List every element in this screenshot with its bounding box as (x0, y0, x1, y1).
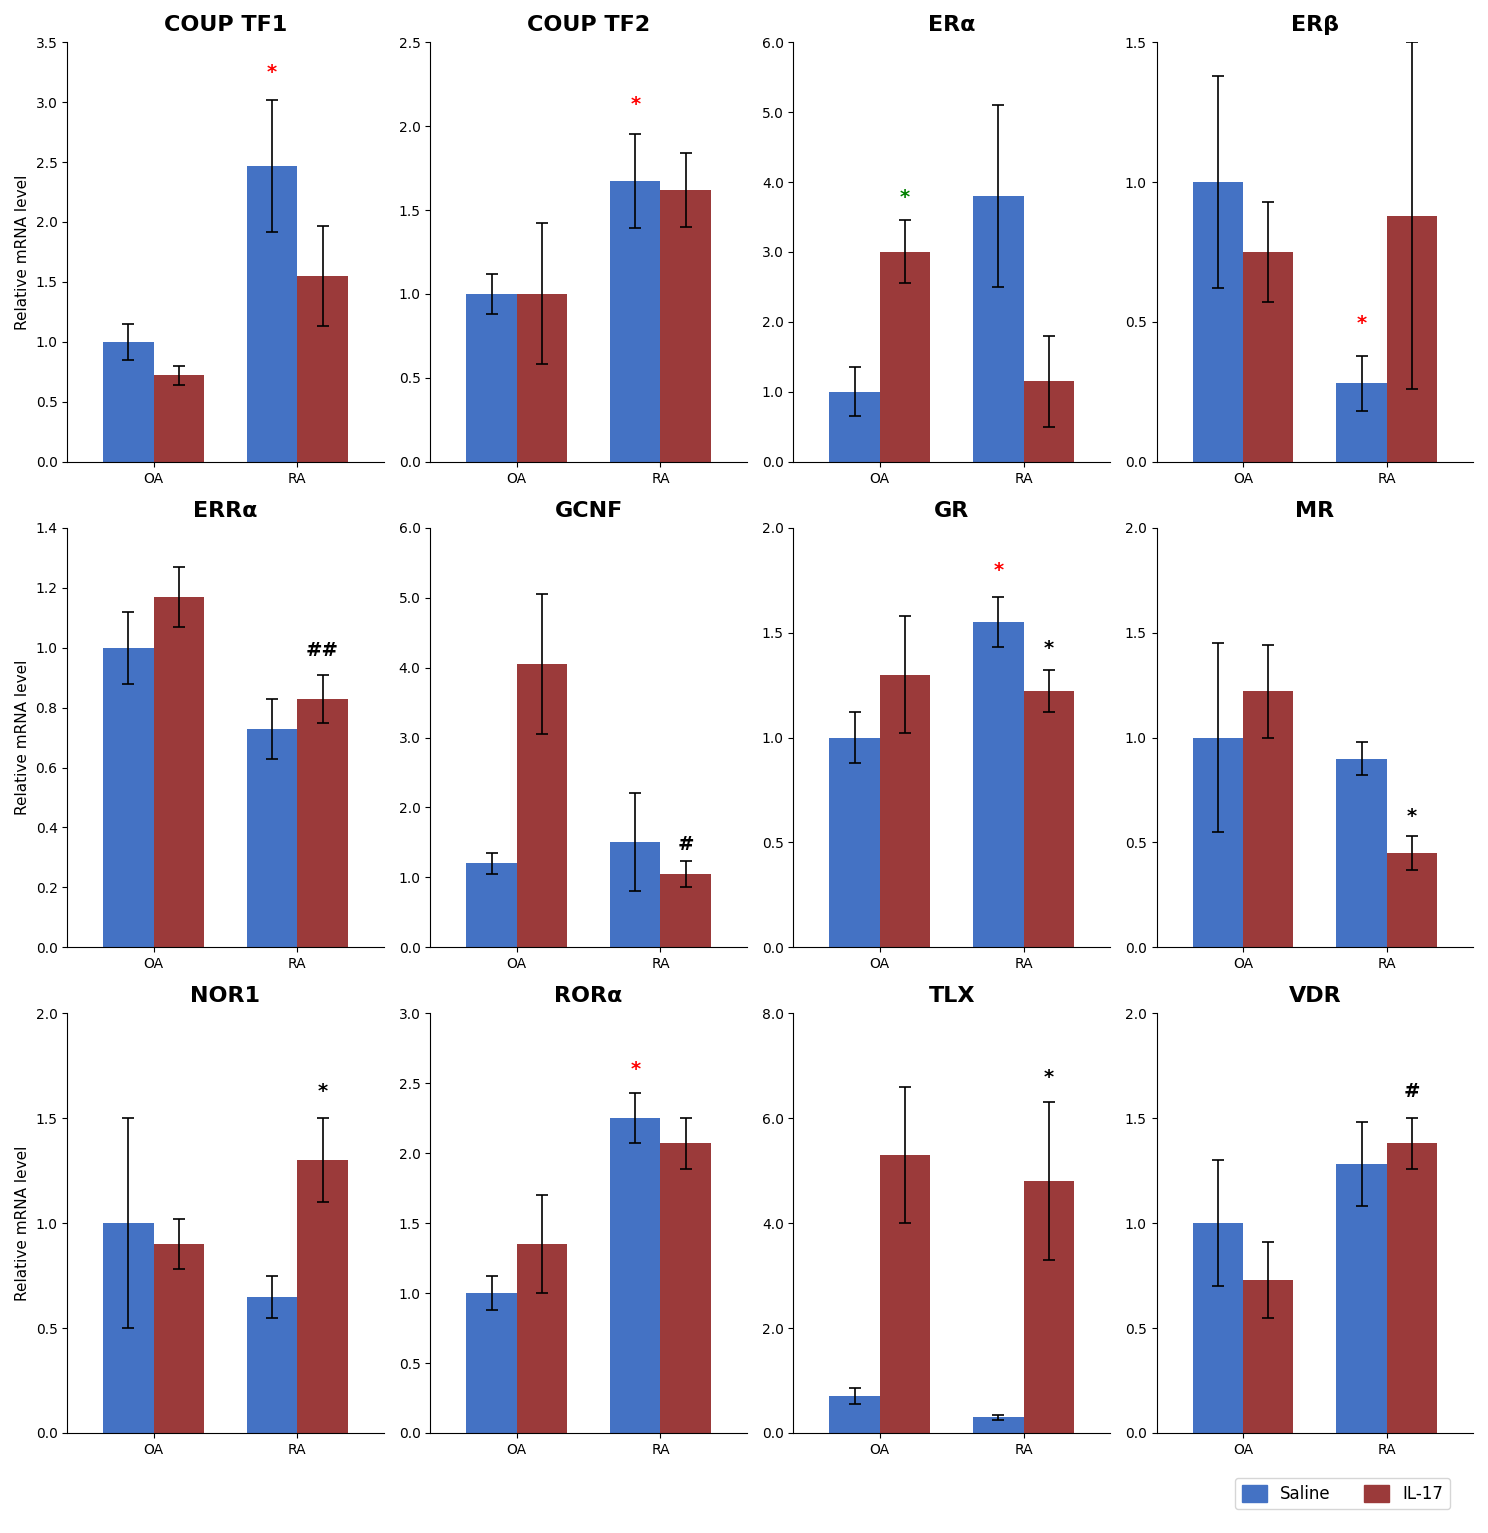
Y-axis label: Relative mRNA level: Relative mRNA level (15, 1145, 30, 1302)
Bar (1024, 382, 1074, 461)
Bar (298, 276, 348, 461)
Bar (516, 1245, 567, 1433)
Bar (298, 699, 348, 947)
Text: *: * (631, 95, 640, 115)
Legend: Saline, IL-17: Saline, IL-17 (1235, 1478, 1449, 1510)
Bar (466, 863, 516, 947)
Text: *: * (900, 187, 911, 207)
Bar (1242, 1280, 1293, 1433)
Text: *: * (1043, 1067, 1054, 1087)
Bar (1387, 1144, 1437, 1433)
Bar (466, 1292, 516, 1433)
Text: *: * (1406, 806, 1417, 826)
Bar (247, 166, 298, 461)
Bar (829, 1397, 879, 1433)
Title: GCNF: GCNF (555, 501, 622, 521)
Bar (1242, 691, 1293, 947)
Bar (1336, 759, 1387, 947)
Bar (661, 874, 711, 947)
Y-axis label: Relative mRNA level: Relative mRNA level (15, 175, 30, 330)
Text: #: # (1403, 1082, 1420, 1101)
Title: ERβ: ERβ (1290, 15, 1339, 35)
Text: *: * (994, 561, 1003, 579)
Bar (1192, 1223, 1242, 1433)
Bar (247, 728, 298, 947)
Bar (516, 664, 567, 947)
Title: VDR: VDR (1289, 986, 1341, 1006)
Title: COUP TF1: COUP TF1 (164, 15, 287, 35)
Bar (973, 622, 1024, 947)
Bar (610, 1118, 661, 1433)
Bar (103, 342, 153, 461)
Bar (1024, 691, 1074, 947)
Bar (1192, 737, 1242, 947)
Bar (973, 196, 1024, 461)
Bar (610, 843, 661, 947)
Title: GR: GR (934, 501, 969, 521)
Text: *: * (268, 63, 277, 81)
Bar (1192, 182, 1242, 461)
Text: *: * (317, 1082, 327, 1101)
Title: ERRα: ERRα (193, 501, 257, 521)
Bar (829, 737, 879, 947)
Title: ERα: ERα (929, 15, 975, 35)
Title: NOR1: NOR1 (190, 986, 260, 1006)
Bar (879, 251, 930, 461)
Y-axis label: Relative mRNA level: Relative mRNA level (15, 659, 30, 816)
Bar (661, 190, 711, 461)
Bar (879, 1154, 930, 1433)
Bar (103, 1223, 153, 1433)
Text: ##: ## (307, 641, 339, 659)
Bar (1242, 251, 1293, 461)
Title: TLX: TLX (929, 986, 975, 1006)
Bar (1387, 852, 1437, 947)
Bar (103, 647, 153, 947)
Title: RORα: RORα (555, 986, 622, 1006)
Bar (610, 181, 661, 461)
Bar (516, 294, 567, 461)
Title: MR: MR (1295, 501, 1335, 521)
Bar (153, 1245, 204, 1433)
Bar (879, 675, 930, 947)
Bar (1336, 1165, 1387, 1433)
Bar (661, 1144, 711, 1433)
Bar (153, 376, 204, 461)
Title: COUP TF2: COUP TF2 (527, 15, 650, 35)
Bar (153, 596, 204, 947)
Text: *: * (1043, 639, 1054, 658)
Text: #: # (677, 835, 693, 854)
Text: *: * (631, 1059, 640, 1079)
Bar (1024, 1180, 1074, 1433)
Bar (298, 1160, 348, 1433)
Bar (1387, 216, 1437, 461)
Text: *: * (1357, 314, 1366, 333)
Bar (829, 392, 879, 461)
Bar (973, 1416, 1024, 1433)
Bar (247, 1297, 298, 1433)
Bar (1336, 383, 1387, 461)
Bar (466, 294, 516, 461)
